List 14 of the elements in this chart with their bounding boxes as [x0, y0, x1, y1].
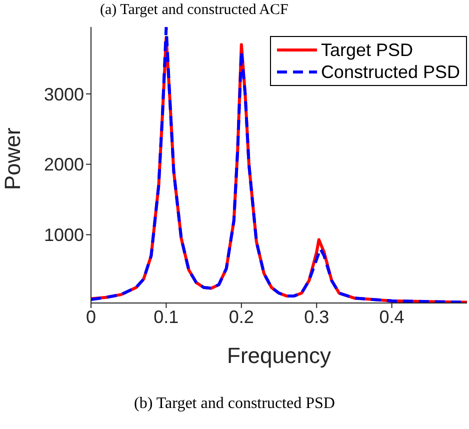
x-tick-label: 0: [86, 306, 96, 327]
x-axis-title: Frequency: [227, 343, 331, 368]
text: (a) Target and constructed ACF: [100, 2, 288, 19]
text: (b) Target and constructed PSD: [133, 395, 336, 413]
x-tick-label: 0.2: [228, 306, 254, 327]
x-tick-label: 0.4: [379, 306, 404, 327]
x-tick-label: 0.3: [304, 306, 330, 327]
y-tick-label: 2000: [44, 154, 84, 175]
legend-label: Constructed PSD: [320, 61, 460, 83]
legend-label: Target PSD: [320, 39, 413, 61]
y-tick-label: 3000: [44, 84, 84, 104]
x-tick-label: 0.1: [154, 306, 179, 327]
y-axis-title: Power: [0, 128, 25, 190]
y-tick-label: 1000: [44, 225, 84, 246]
